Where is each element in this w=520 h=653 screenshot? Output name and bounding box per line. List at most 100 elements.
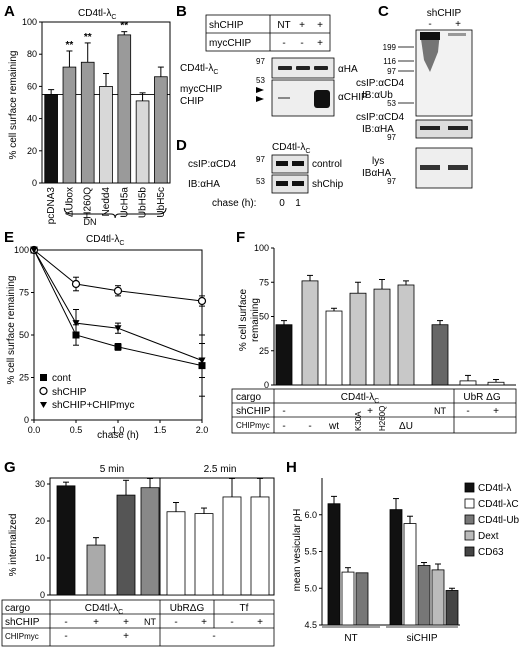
bar	[397, 284, 415, 386]
panel-f-row-shchip: shCHIP	[236, 406, 271, 417]
bar	[487, 381, 505, 386]
bar-UbH5b	[135, 100, 150, 184]
shchip-cell: +	[257, 617, 263, 628]
x-tick-label: UbH5b	[138, 187, 149, 219]
panel-g-time-5min: 5 min	[100, 464, 124, 475]
panel-f-chart: 0 25 50 75 100	[254, 243, 516, 390]
panel-d-blot-label-control: control	[312, 159, 342, 170]
bar-UbH5c	[154, 76, 168, 184]
bar	[166, 511, 186, 596]
y-tick-label: 5.5	[304, 547, 317, 557]
y-tick-label: 75	[19, 288, 29, 298]
panel-d-chase-0: 0	[279, 198, 285, 209]
bar-CD4tl-λC	[341, 571, 355, 626]
y-tick-label: 60	[27, 81, 37, 91]
y-tick-label: 0	[32, 178, 37, 188]
series-line-shCHIP+CHIPmyc	[33, 249, 203, 361]
panel-a-ylabel: % cell surface remaining	[8, 51, 19, 160]
point-shCHIP	[113, 286, 123, 295]
panel-e-legend-shchip-myc: shCHIP+CHIPmyc	[52, 400, 135, 411]
x-tick-label: ΔUbox	[64, 187, 75, 217]
panel-d-chase-label: chase (h):	[212, 198, 256, 209]
panel-d-label-1: csIP:αCD4	[188, 159, 236, 170]
shchip-cell: +	[201, 617, 207, 628]
chipmyc-cell: -	[308, 421, 311, 432]
panel-f-shchip-4: -	[466, 406, 469, 417]
panel-c-blot-mid	[415, 119, 473, 139]
chipmyc-cell: wt	[328, 421, 339, 432]
panel-d-blot-label-shchip: shChip	[312, 179, 344, 190]
legend-swatch	[464, 530, 475, 541]
panel-f-letter: F	[236, 229, 245, 246]
legend-label: Dext	[478, 531, 499, 542]
panel-e: E CD4tl-λC % cell surface remaining chas…	[4, 229, 208, 441]
panel-g-chipmyc-right: -	[212, 631, 215, 642]
shchip-cell: -	[174, 617, 177, 628]
y-tick-label: 4.5	[304, 620, 317, 630]
panel-b-row2-label: mycCHIP	[209, 38, 252, 49]
panel-e-title: CD4tl-λC	[86, 234, 124, 247]
panel-c-header: shCHIP	[427, 8, 462, 19]
panel-b-col3-row1: +	[317, 20, 323, 31]
x-tick-label: UcH5a	[119, 187, 130, 218]
panel-f-cargo2: UbR ΔG	[463, 392, 500, 403]
y-tick-label: 25	[259, 346, 269, 356]
panel-e-legend-shchip: shCHIP	[52, 387, 87, 398]
point-shCHIP	[197, 296, 207, 306]
panel-c-bot-mw: 97	[387, 177, 396, 186]
legend-swatch	[464, 514, 475, 525]
panel-d-blot-shchip	[271, 174, 309, 194]
panel-e-letter: E	[4, 229, 14, 246]
y-tick-label: 0	[24, 415, 29, 425]
bar	[194, 513, 214, 596]
panel-f-shchip-2: +	[367, 406, 373, 417]
chipmyc-cell: K30A	[354, 411, 363, 431]
legend-triangle-marker	[40, 402, 47, 408]
panel-f: F % cell surface remaining 0 25 50 75 100 ca…	[231, 229, 517, 434]
bar-pcDNA3	[44, 94, 58, 184]
y-tick-label: 100	[22, 17, 37, 27]
legend-square-marker	[40, 374, 47, 381]
panel-h-ylabel: mean vesicular pH	[292, 509, 303, 592]
panel-e-chart: 0 25 50 75 100 0.0 0.5 1.0 1.5 2.0	[14, 245, 208, 435]
panel-f-cargo1: CD4tl-λC	[341, 392, 379, 405]
panel-c-mid-mw: 97	[387, 133, 396, 142]
panel-b-blot2-antibody: αCHIP	[338, 92, 368, 103]
y-tick-label: 40	[27, 114, 37, 124]
panel-h-chart: 4.5 5.0 5.5 6.0	[304, 478, 460, 630]
legend-label: CD4tl-λ	[478, 483, 511, 494]
panel-b-blot2-label-chip: CHIP	[180, 96, 204, 107]
bar-CD4tl-λC	[403, 523, 417, 626]
legend-label: CD4tl-Ub	[478, 515, 520, 526]
panel-e-legend: cont shCHIP shCHIP+CHIPmyc	[39, 373, 135, 411]
panel-d-blot-control	[271, 154, 309, 174]
panel-b-col2-row1: +	[299, 20, 305, 31]
bar-Dext	[431, 569, 445, 626]
panel-b-col2-row2: -	[300, 38, 303, 49]
legend-swatch	[464, 498, 475, 509]
panel-c-letter: C	[378, 3, 389, 20]
bar	[325, 310, 343, 386]
panel-d: D CD4tl-λC csIP:αCD4 IB:αHA 97 53 contro…	[176, 137, 344, 209]
panel-b-blot2-label-myc: mycCHIP	[180, 84, 223, 95]
y-tick-label: 80	[27, 49, 37, 59]
panel-c-mw-53: 53	[387, 99, 396, 108]
panel-a-title: CD4tl-λC	[78, 8, 116, 21]
panel-g-ylabel: % internalized	[8, 514, 19, 577]
panel-g-row-shchip: shCHIP	[5, 617, 40, 628]
x-tick-label: UbH5c	[156, 187, 167, 218]
panel-a-chart: 0 20 40 60 80 100 pcDNA3 ** ΔUbox ** H260Q Nedd4 ** U…	[22, 17, 171, 224]
bar	[275, 324, 293, 386]
panel-g-row-cargo: cargo	[5, 603, 30, 614]
panel-g-table: cargo shCHIP CHIPmyc CD4tl-λC UbRΔG Tf -…	[1, 599, 275, 647]
bar-CD4tl-Ub	[417, 565, 431, 626]
shchip-cell: +	[93, 617, 99, 628]
panel-b-letter: B	[176, 3, 187, 20]
bar-CD4tl-λ	[389, 509, 403, 626]
y-tick-label: 100	[254, 243, 269, 253]
panel-b-row1-label: shCHIP	[209, 20, 244, 31]
shchip-cell: -	[64, 617, 67, 628]
x-tick-label: Nedd4	[101, 187, 112, 217]
bar	[116, 494, 136, 596]
panel-b-mw-97: 97	[256, 57, 265, 66]
